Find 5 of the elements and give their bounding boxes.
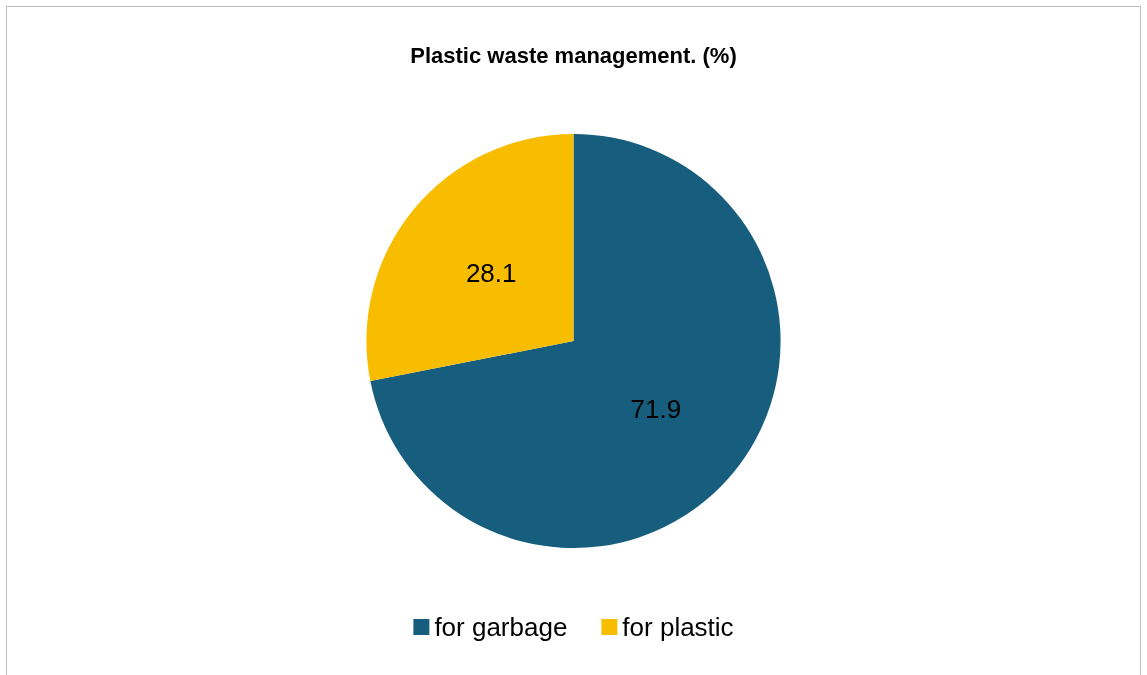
legend-label: for plastic: [622, 612, 734, 642]
data-label: 28.1: [465, 258, 517, 289]
data-label: 71.9: [630, 393, 682, 424]
chart-title: Plastic waste management. (%): [410, 42, 737, 68]
legend-label: for garbage: [434, 612, 568, 642]
